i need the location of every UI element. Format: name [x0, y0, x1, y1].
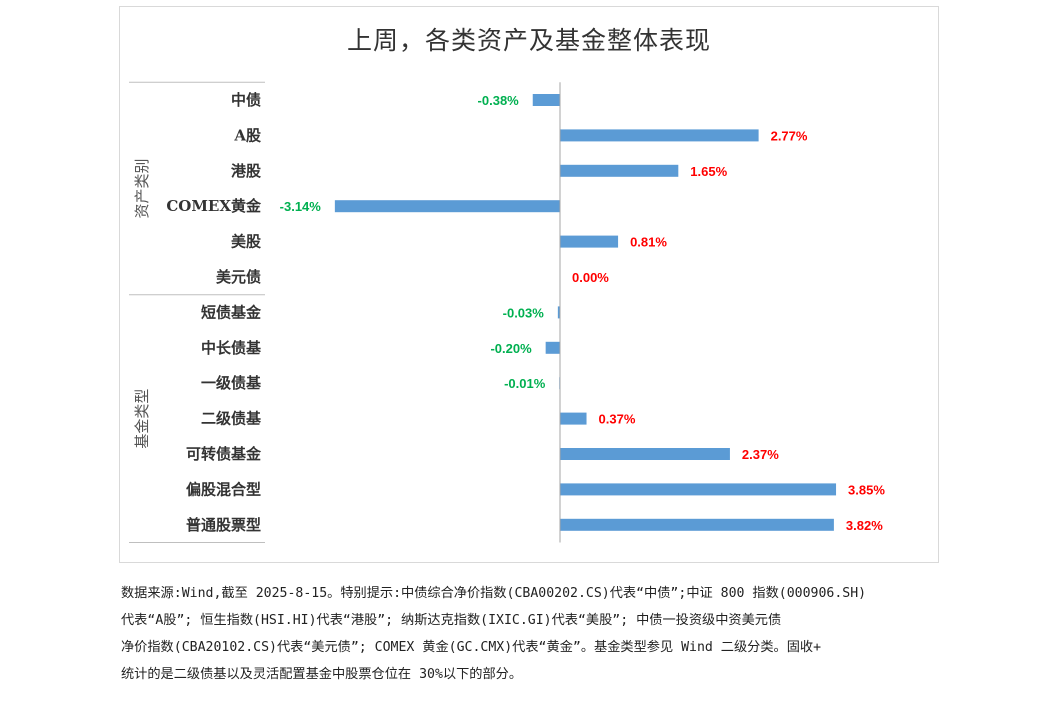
bar-chart: 中债 -0.38% A股 2.77% 港股 1.65% COMEX黄金 -3.14% 美股 0.8… — [129, 81, 885, 543]
data-label: -0.03% — [503, 305, 545, 320]
data-label: 0.00% — [572, 270, 609, 285]
data-label: -0.38% — [478, 93, 520, 108]
data-label: -3.14% — [280, 199, 322, 214]
category-label: 美股 — [231, 233, 262, 251]
group-label: 资产类别 — [133, 158, 151, 218]
category-label: 短债基金 — [201, 303, 262, 321]
data-label: -0.01% — [504, 376, 546, 391]
category-label: 一级债基 — [201, 374, 262, 392]
footnote-line-4: 统计的是二级债基以及灵活配置基金中股票仓位在 30%以下的部分。 — [121, 667, 523, 682]
category-label: A股 — [233, 126, 262, 144]
footnote-line-1: 数据来源:Wind,截至 2025-8-15。特别提示:中债综合净价指数(CBA… — [121, 586, 867, 601]
category-label: COMEX黄金 — [166, 197, 262, 215]
bar — [334, 200, 560, 213]
data-label: 2.37% — [742, 447, 779, 462]
data-label: 3.82% — [846, 518, 883, 533]
data-label: 1.65% — [690, 164, 727, 179]
chart-title: 上周，各类资产及基金整体表现 — [346, 26, 711, 55]
data-label: -0.20% — [490, 341, 532, 356]
data-label: 3.85% — [848, 482, 885, 497]
group-label: 基金类型 — [133, 389, 151, 449]
category-label: 中长债基 — [201, 339, 262, 357]
category-label: 可转债基金 — [186, 445, 262, 463]
category-label: 二级债基 — [201, 410, 262, 428]
bar — [560, 129, 759, 142]
bar — [557, 306, 560, 319]
data-label: 0.37% — [599, 412, 636, 427]
bar — [560, 412, 587, 425]
bar — [560, 483, 837, 496]
bar — [545, 341, 560, 354]
chart-frame: 上周，各类资产及基金整体表现 中债 -0.38% A股 2.77% 港股 1.65% COM… — [119, 6, 939, 563]
data-label: 0.81% — [630, 235, 667, 250]
category-label: 偏股混合型 — [186, 480, 261, 498]
category-label: 港股 — [231, 162, 262, 180]
bar — [560, 164, 679, 177]
bar — [560, 518, 834, 531]
bar — [560, 235, 619, 248]
footnote-line-2: 代表“A股”; 恒生指数(HSI.HI)代表“港股”; 纳斯达克指数(IXIC.… — [121, 613, 782, 628]
footnote-line-3: 净价指数(CBA20102.CS)代表“美元债”; COMEX 黄金(GC.CM… — [121, 640, 822, 655]
category-label: 中债 — [231, 91, 261, 109]
bar — [560, 448, 730, 460]
category-label: 普通股票型 — [186, 516, 261, 534]
category-label: 美元债 — [216, 268, 261, 286]
bar — [532, 94, 560, 106]
footnote: 数据来源:Wind,截至 2025-8-15。特别提示:中债综合净价指数(CBA… — [121, 580, 961, 688]
data-label: 2.77% — [771, 128, 808, 143]
